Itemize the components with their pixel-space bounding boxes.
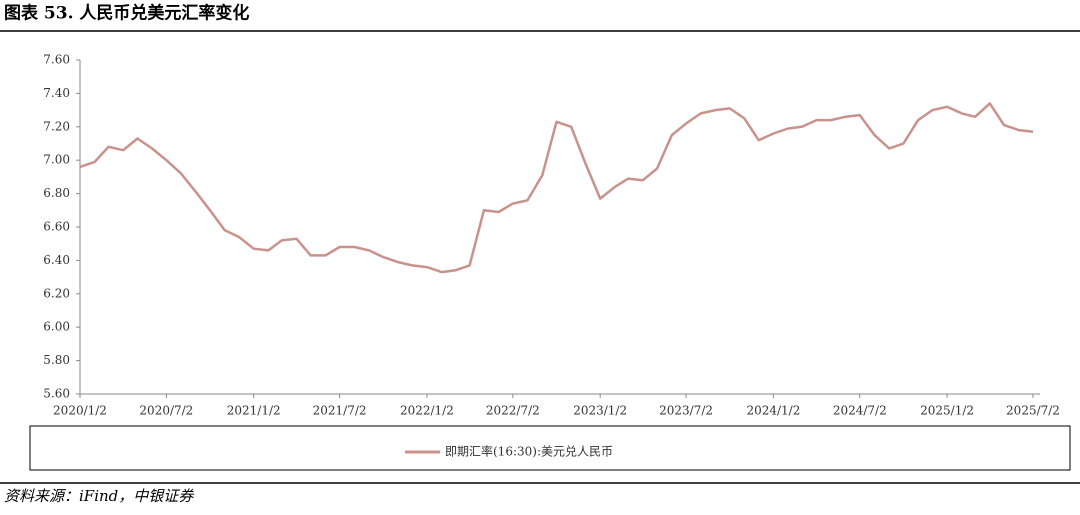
x-tick-label: 2021/1/2	[227, 404, 281, 418]
y-tick-label: 7.20	[43, 119, 70, 133]
x-tick-label: 2023/7/2	[659, 404, 713, 418]
y-tick-label: 7.00	[43, 153, 70, 167]
x-tick-label: 2022/1/2	[400, 404, 454, 418]
y-tick-label: 5.60	[43, 387, 70, 401]
y-tick-label: 5.80	[43, 353, 70, 367]
y-tick-label: 6.20	[43, 286, 70, 300]
chart-title: 图表 53. 人民币兑美元汇率变化	[4, 3, 249, 24]
y-tick-label: 7.60	[43, 53, 70, 67]
x-tick-label: 2020/7/2	[139, 404, 193, 418]
line-series	[79, 102, 1034, 274]
y-tick-label: 7.40	[43, 86, 70, 100]
x-tick-label: 2020/1/2	[53, 404, 107, 418]
x-tick-label: 2023/1/2	[573, 404, 627, 418]
y-tick-label: 6.40	[43, 253, 70, 267]
y-tick-label: 6.60	[43, 220, 70, 234]
legend-box	[29, 425, 1071, 471]
x-tick-label: 2025/1/2	[920, 404, 974, 418]
x-tick-label: 2024/1/2	[746, 404, 800, 418]
x-tick-label: 2024/7/2	[833, 404, 887, 418]
y-tick-label: 6.00	[43, 320, 70, 334]
source: 资料来源：iFind，中银证券	[4, 487, 194, 505]
x-tick-label: 2022/7/2	[486, 404, 540, 418]
x-tick-label: 2025/7/2	[1006, 404, 1060, 418]
x-tick-label: 2021/7/2	[313, 404, 367, 418]
legend-label: 即期汇率(16:30):美元兑人民币	[445, 444, 613, 459]
y-tick-label: 6.80	[43, 186, 70, 200]
